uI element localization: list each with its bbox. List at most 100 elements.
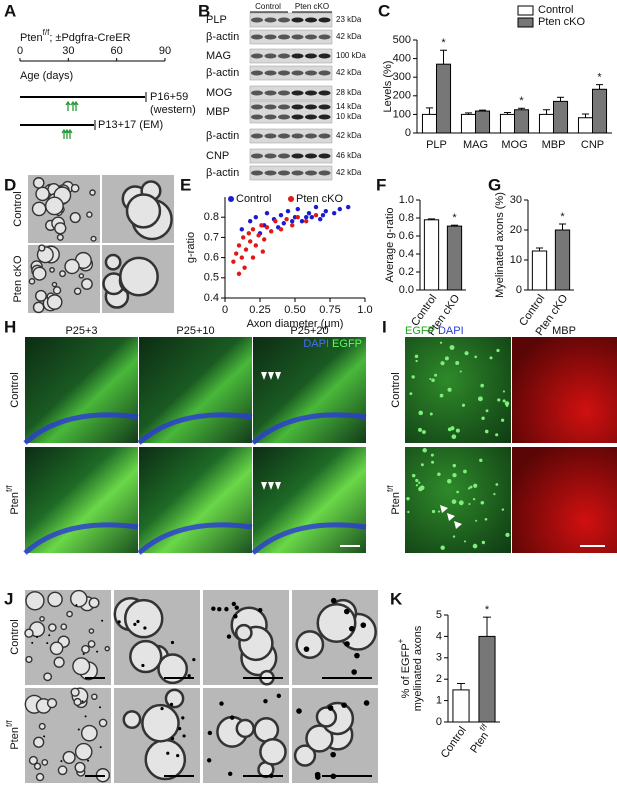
cell	[464, 351, 469, 356]
blot	[249, 29, 333, 45]
gold-particle	[341, 702, 347, 708]
cell	[418, 427, 423, 432]
y-tick-label: 0.4	[399, 248, 414, 260]
scatter-point	[236, 243, 242, 248]
em-axon	[316, 603, 357, 643]
blot-band	[305, 133, 317, 139]
em-axon	[62, 750, 76, 765]
axis-label: Age (days)	[20, 70, 73, 82]
scatter-point	[273, 219, 278, 224]
scatter-point	[262, 237, 267, 242]
gold-particle	[348, 625, 355, 632]
x-tick-label: CNP	[581, 139, 604, 151]
ventricle	[137, 412, 253, 445]
x-tick-label: 1.0	[357, 304, 372, 316]
cell	[459, 370, 462, 373]
scatter-point	[250, 255, 256, 260]
blot-band	[251, 170, 263, 176]
stain-mbp: MBP	[552, 325, 576, 337]
scatter-point	[304, 219, 309, 224]
arrowhead	[440, 505, 448, 513]
em-axon	[81, 278, 93, 290]
cell	[497, 398, 501, 402]
stain-egfp: EGFP	[332, 338, 362, 350]
blot	[249, 65, 333, 81]
blot-band	[291, 34, 304, 40]
ventricle	[137, 522, 253, 555]
cell	[434, 373, 438, 377]
row-label: Control	[9, 619, 21, 654]
scatter-point	[242, 265, 247, 270]
cell	[501, 508, 505, 511]
blot	[249, 128, 333, 144]
em-axon	[98, 718, 108, 728]
blot-band	[318, 170, 331, 176]
cell	[481, 540, 486, 545]
blot-band	[251, 70, 263, 76]
ventricle	[23, 412, 139, 445]
gold-particle	[87, 759, 90, 762]
em-axon	[235, 718, 255, 739]
gold-particle	[229, 715, 235, 720]
em-axon	[38, 244, 46, 252]
x-tick-label: MAG	[463, 139, 488, 151]
blot-band	[291, 133, 304, 139]
cell	[495, 483, 499, 486]
timeline-tick-label: 0	[17, 45, 23, 57]
gold-particle	[96, 650, 99, 653]
cell	[481, 416, 485, 420]
blot-band	[264, 133, 277, 139]
gold-particle	[101, 619, 104, 622]
cell	[440, 361, 445, 366]
cell	[431, 509, 436, 514]
row-label-sup: f/f	[5, 485, 14, 492]
gold-particle	[343, 608, 350, 615]
em-axon	[119, 256, 159, 297]
em-axon	[88, 597, 100, 609]
cell	[484, 429, 489, 434]
scatter-point	[337, 206, 342, 212]
fluorescence-image	[253, 447, 366, 553]
gold-particle	[231, 601, 237, 607]
em-axon	[56, 233, 64, 241]
row-label-sup: f/f	[386, 485, 395, 492]
significance-star: *	[560, 211, 565, 223]
ventricle	[23, 522, 139, 555]
gold-particle	[143, 626, 147, 630]
blot-band	[291, 114, 304, 120]
blot-band	[264, 34, 277, 40]
cell	[431, 378, 435, 382]
gold-particle	[330, 751, 336, 758]
fluorescence-image	[405, 447, 511, 553]
blot-band	[251, 53, 263, 59]
row-label-base: Control	[9, 619, 21, 654]
cell	[406, 497, 410, 501]
blot-band	[251, 114, 263, 120]
bar	[460, 113, 476, 134]
em-axon	[293, 744, 317, 767]
em-axon	[69, 211, 81, 224]
panel-label: G	[488, 175, 501, 194]
protein-label: β-actin	[206, 167, 239, 179]
x-tick-label: 0.25	[249, 304, 270, 316]
scatter-point	[253, 243, 258, 248]
significance-star: *	[519, 95, 524, 107]
gold-particle	[166, 751, 170, 755]
cell	[484, 518, 488, 521]
blot-band	[264, 170, 277, 176]
cell	[461, 403, 466, 407]
em-axon	[74, 761, 86, 773]
gold-particle	[176, 753, 180, 758]
cell	[485, 409, 489, 413]
em-axon	[66, 610, 73, 618]
fluorescence-image	[25, 337, 138, 443]
legend-label: Pten cKO	[538, 16, 586, 28]
gold-particle	[327, 705, 334, 711]
bar	[553, 100, 569, 134]
em-axon	[70, 183, 80, 193]
y-tick-label: 300	[393, 71, 411, 83]
blot-band	[291, 70, 304, 76]
bar	[577, 117, 594, 134]
scatter-point	[284, 217, 289, 222]
y-axis-label-text: % of EGFP	[400, 643, 412, 698]
